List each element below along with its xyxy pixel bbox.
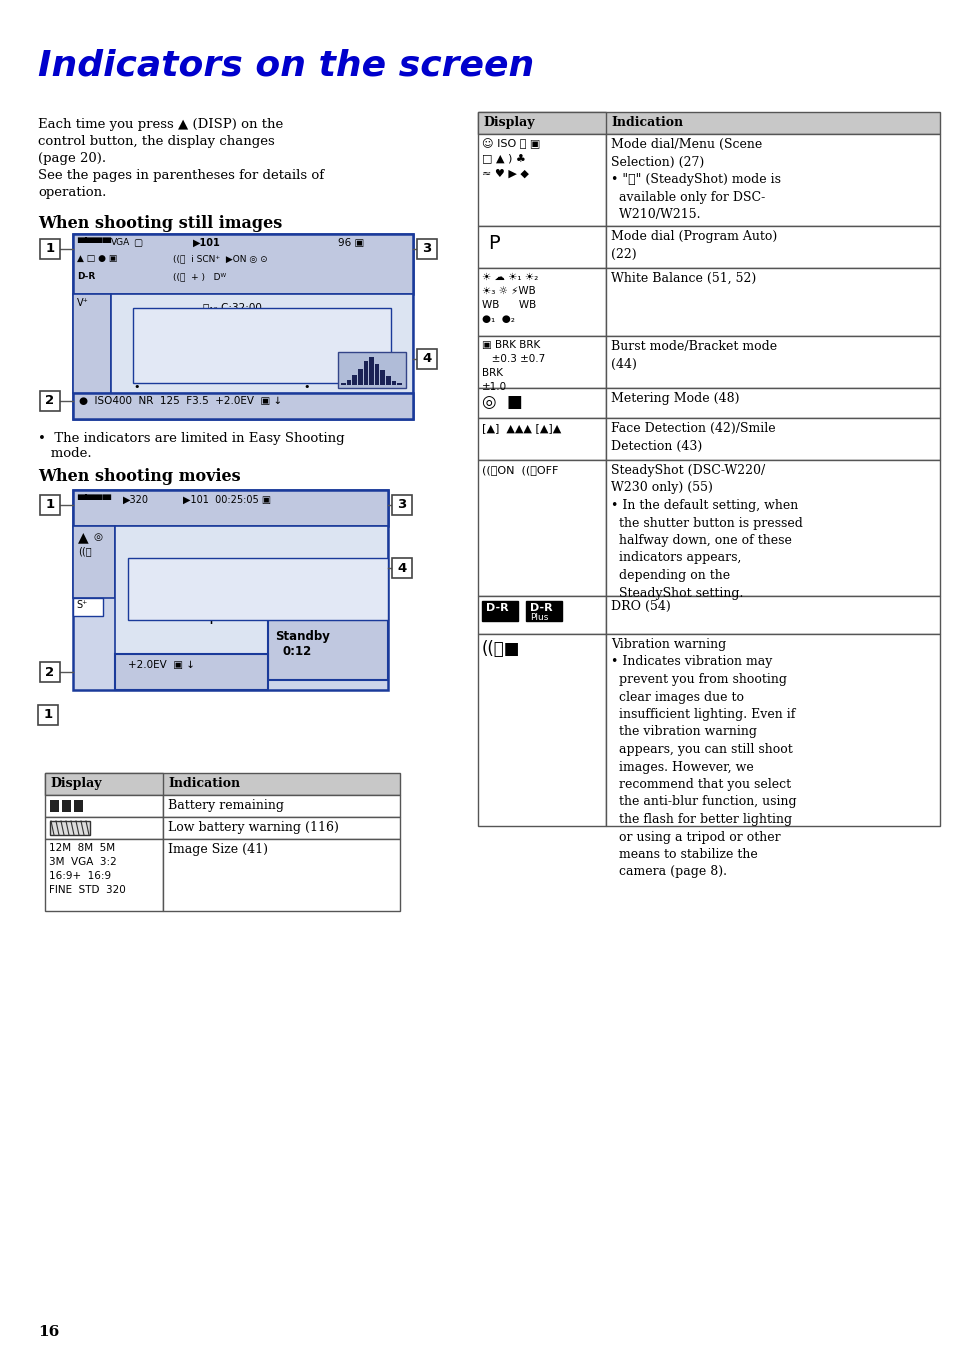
Text: [▲]  ▲▲▲ [▲]▲: [▲] ▲▲▲ [▲]▲ <box>481 423 560 433</box>
Text: ⌛₁₀ C:32:00⌟: ⌛₁₀ C:32:00⌟ <box>203 303 267 312</box>
Text: (page 20).: (page 20). <box>38 152 106 166</box>
Text: Face Detection (42)/Smile
Detection (43): Face Detection (42)/Smile Detection (43) <box>610 422 775 452</box>
Text: When shooting movies: When shooting movies <box>38 468 240 484</box>
Bar <box>40 662 60 683</box>
Text: operation.: operation. <box>38 186 107 199</box>
Bar <box>163 817 399 839</box>
Bar <box>50 821 90 835</box>
Text: ▢: ▢ <box>132 237 142 248</box>
Bar <box>73 490 388 527</box>
Text: V⁺: V⁺ <box>77 299 89 308</box>
Text: 1: 1 <box>46 498 54 512</box>
Text: 1: 1 <box>44 708 52 722</box>
Bar <box>397 383 401 385</box>
Bar <box>605 418 939 460</box>
Bar <box>416 239 436 259</box>
Text: •: • <box>303 383 309 392</box>
Bar <box>352 376 356 385</box>
Text: +2.0EV  ▣ ↓: +2.0EV ▣ ↓ <box>128 660 194 670</box>
Text: ▣ BRK BRK
   ±0.3 ±0.7
BRK
±1.0: ▣ BRK BRK ±0.3 ±0.7 BRK ±1.0 <box>481 341 545 392</box>
Text: P: P <box>488 233 499 252</box>
Bar <box>73 598 103 616</box>
Text: Indicators on the screen: Indicators on the screen <box>38 47 534 81</box>
Bar <box>50 801 59 811</box>
Bar <box>369 357 374 385</box>
Text: 1: 1 <box>46 243 54 255</box>
Text: ◎  ■: ◎ ■ <box>481 394 522 411</box>
Bar <box>45 773 399 795</box>
Text: Vibration warning
• Indicates vibration may
  prevent you from shooting
  clear : Vibration warning • Indicates vibration … <box>610 638 796 878</box>
Bar <box>268 620 388 680</box>
Text: Plus: Plus <box>530 613 548 622</box>
Bar <box>40 495 60 516</box>
Bar <box>477 388 605 418</box>
Bar <box>45 839 163 911</box>
Text: ▶101: ▶101 <box>193 237 220 248</box>
Bar <box>477 337 605 388</box>
Text: control button, the display changes: control button, the display changes <box>38 134 274 148</box>
Bar <box>73 294 111 394</box>
Bar <box>605 267 939 337</box>
Text: ((⌛  i SCN⁺  ▶ON ◎ ⊙: ((⌛ i SCN⁺ ▶ON ◎ ⊙ <box>172 254 268 263</box>
Text: ▀▀▀▀: ▀▀▀▀ <box>77 237 111 248</box>
Text: ((⌛: ((⌛ <box>78 546 91 556</box>
Bar <box>605 388 939 418</box>
Text: ▶320: ▶320 <box>123 495 149 505</box>
Bar <box>481 601 517 622</box>
Text: ⌛₁₀ C:32:00: ⌛₁₀ C:32:00 <box>172 566 232 575</box>
Bar <box>605 134 939 227</box>
Text: D-R: D-R <box>530 603 552 613</box>
Text: Indication: Indication <box>610 115 682 129</box>
Text: 2: 2 <box>46 395 54 407</box>
Text: ((⌛ON  ((⌛OFF: ((⌛ON ((⌛OFF <box>481 465 558 475</box>
Text: DRO (54): DRO (54) <box>610 600 670 613</box>
Text: •  The indicators are limited in Easy Shooting
   mode.: • The indicators are limited in Easy Sho… <box>38 432 344 460</box>
Bar <box>605 227 939 267</box>
Text: ☺ ISO ⌛ ▣
□ ▲ ) ♣
≈ ♥ ▶ ◆: ☺ ISO ⌛ ▣ □ ▲ ) ♣ ≈ ♥ ▶ ◆ <box>481 138 539 178</box>
Text: ▶101  00:25:05 ▣: ▶101 00:25:05 ▣ <box>183 495 271 505</box>
Bar <box>62 801 71 811</box>
Text: 3: 3 <box>397 498 406 512</box>
Text: VGA: VGA <box>111 237 131 247</box>
Bar <box>605 596 939 634</box>
Bar <box>128 558 388 620</box>
Text: Battery remaining: Battery remaining <box>168 799 284 811</box>
Bar <box>163 795 399 817</box>
Text: Display: Display <box>50 778 101 790</box>
Text: Mode dial (Program Auto)
(22): Mode dial (Program Auto) (22) <box>610 229 777 261</box>
Text: 4: 4 <box>422 353 431 365</box>
Bar <box>40 391 60 411</box>
Text: ▲: ▲ <box>78 531 89 544</box>
Text: SteadyShot (DSC-W220/
W230 only) (55)
• In the default setting, when
  the shutt: SteadyShot (DSC-W220/ W230 only) (55) • … <box>610 464 802 600</box>
Text: ☀ ☁ ☀₁ ☀₂
☀₃ ☼ ⚡WB
WB      WB
●₁  ●₂: ☀ ☁ ☀₁ ☀₂ ☀₃ ☼ ⚡WB WB WB ●₁ ●₂ <box>481 271 537 324</box>
Bar <box>605 337 939 388</box>
Bar <box>363 361 368 385</box>
Text: When shooting still images: When shooting still images <box>38 214 282 232</box>
Bar <box>73 233 413 294</box>
Bar <box>392 495 412 516</box>
Bar <box>605 460 939 596</box>
Text: 16: 16 <box>38 1324 59 1339</box>
Bar <box>392 558 412 578</box>
Text: ▲ □ ● ▣: ▲ □ ● ▣ <box>77 254 117 263</box>
Bar <box>477 134 605 227</box>
Text: 4: 4 <box>397 562 406 574</box>
Bar <box>477 596 605 634</box>
Text: 2: 2 <box>46 665 54 678</box>
Bar <box>416 349 436 369</box>
Text: Display: Display <box>482 115 534 129</box>
Bar <box>477 418 605 460</box>
Text: Low battery warning (116): Low battery warning (116) <box>168 821 338 835</box>
Bar <box>73 233 413 419</box>
Text: ▀▀▀▀: ▀▀▀▀ <box>77 495 111 505</box>
Bar <box>163 839 399 911</box>
Bar <box>477 634 605 826</box>
Text: ◎: ◎ <box>92 532 102 541</box>
Bar <box>392 381 395 385</box>
Text: Standby: Standby <box>274 630 330 643</box>
Bar <box>45 817 163 839</box>
Text: S⁺: S⁺ <box>76 600 88 611</box>
Text: D-R: D-R <box>485 603 508 613</box>
Text: 0:12: 0:12 <box>283 645 312 658</box>
Bar <box>346 380 351 385</box>
